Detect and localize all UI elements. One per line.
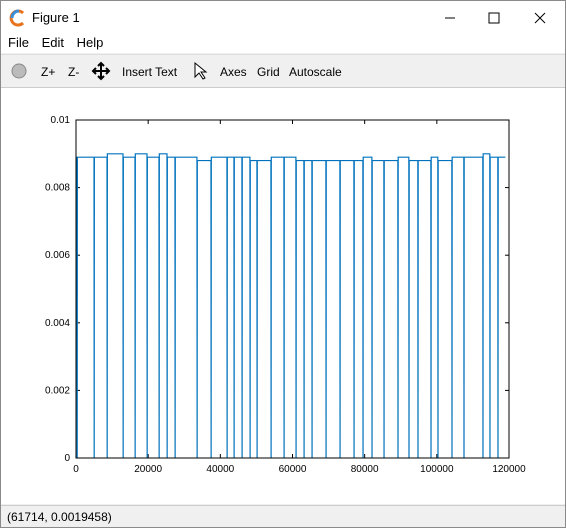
- toolbar-button[interactable]: Axes: [220, 65, 247, 79]
- toolbar-icons: [11, 61, 208, 81]
- x-tick-label: 80000: [351, 464, 379, 475]
- y-tick-label: 0.004: [45, 318, 70, 329]
- toolbar: Z+ Z- Insert Text Axes Grid Autoscale: [1, 54, 565, 88]
- x-tick-label: 100000: [420, 464, 454, 475]
- toolbar-button[interactable]: Grid: [257, 65, 280, 79]
- axes-box: [75, 119, 510, 459]
- x-tick-label: 60000: [279, 464, 307, 475]
- data-line: [76, 153, 506, 459]
- select-button[interactable]: [194, 61, 208, 80]
- toolbar-button[interactable]: Z+: [41, 65, 56, 79]
- window-title: Figure 1: [32, 10, 80, 25]
- menu-item[interactable]: File: [8, 35, 29, 50]
- x-tick-label: 40000: [206, 464, 234, 475]
- close-button[interactable]: [534, 12, 546, 24]
- x-tick-label: 120000: [492, 464, 526, 475]
- y-tick-label: 0.002: [45, 385, 70, 396]
- chart: 0 0.002 0.004 0.006 0.008 0.01 0 20000 40000 6000…: [1, 88, 565, 504]
- x-tick-label: 0: [73, 464, 79, 475]
- y-tick-label: 0.006: [45, 250, 70, 261]
- y-tick-label: 0.008: [45, 183, 70, 194]
- y-tick-label: 0: [64, 453, 70, 464]
- menu-item[interactable]: Edit: [41, 35, 64, 50]
- menu-bar: File Edit Help: [1, 35, 565, 53]
- rotate-button[interactable]: [11, 63, 27, 79]
- y-tick-label: 0.01: [51, 115, 71, 126]
- status-bar: (61714, 0.0019458): [1, 505, 565, 528]
- cursor-coordinates: (61714, 0.0019458): [7, 510, 112, 524]
- menu-item[interactable]: Help: [76, 35, 104, 50]
- toolbar-button[interactable]: Insert Text: [122, 65, 178, 79]
- maximize-button[interactable]: [488, 12, 500, 24]
- x-tick-label: 20000: [134, 464, 162, 475]
- toolbar-button[interactable]: Autoscale: [289, 65, 342, 79]
- toolbar-button[interactable]: Z-: [68, 65, 80, 79]
- pan-button[interactable]: [91, 61, 111, 81]
- title-bar: Figure 1: [1, 1, 565, 35]
- title-icons: [9, 9, 546, 27]
